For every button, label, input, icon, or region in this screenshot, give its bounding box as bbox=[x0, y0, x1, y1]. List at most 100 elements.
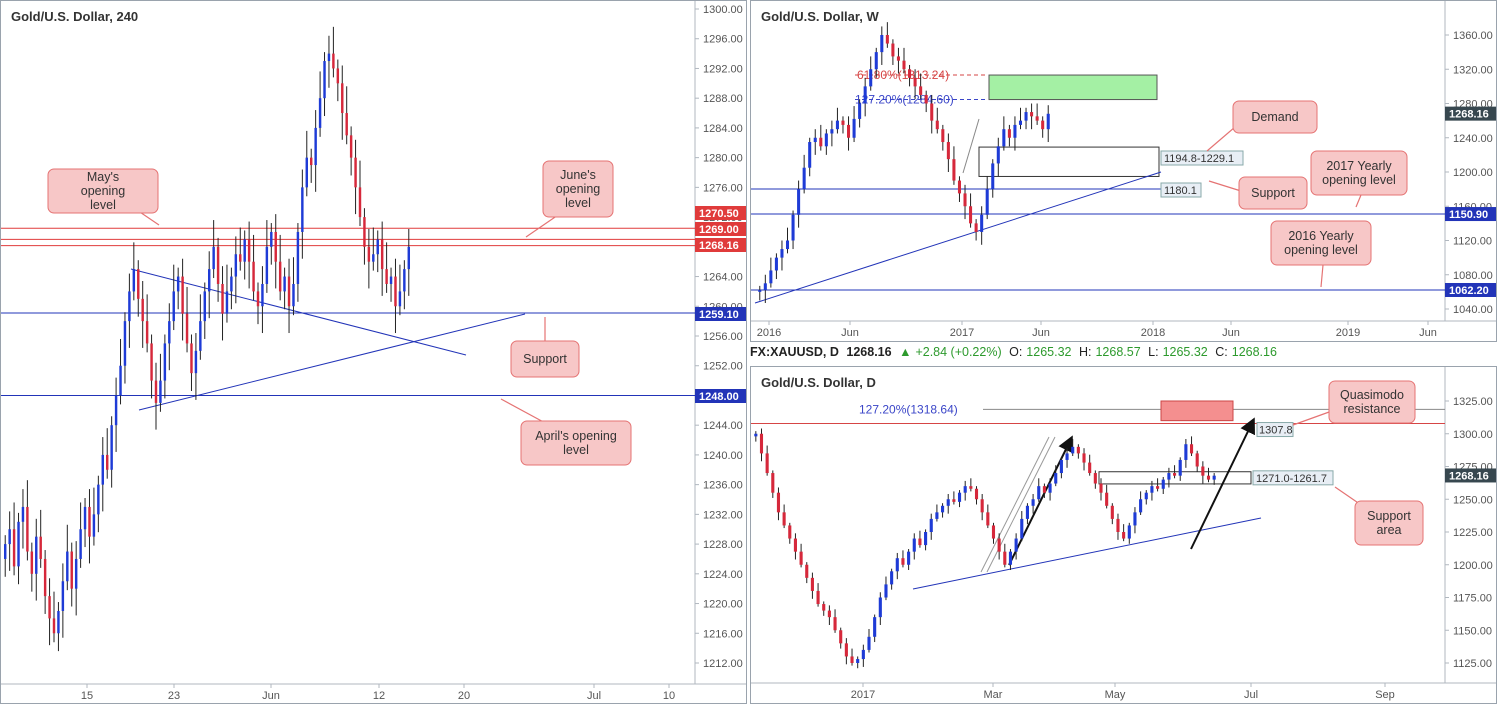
h4-candle bbox=[301, 169, 304, 259]
h4-candle bbox=[74, 541, 78, 616]
h4-candle-body bbox=[385, 269, 388, 284]
h4-candle bbox=[35, 518, 38, 601]
weekly-chart-svg[interactable]: 1360.001320.001280.001240.001200.001160.… bbox=[751, 1, 1497, 342]
w-candle bbox=[780, 240, 784, 271]
d-arrow-up-2 bbox=[1190, 417, 1255, 550]
h4-candle bbox=[159, 353, 162, 412]
h4-candle bbox=[203, 282, 207, 339]
d-candle-body bbox=[1071, 446, 1075, 454]
h4-candle bbox=[349, 126, 353, 176]
d-candle bbox=[1178, 457, 1182, 481]
d-candle-body bbox=[1184, 444, 1188, 460]
h4-candle bbox=[252, 234, 255, 301]
d-candle bbox=[1054, 465, 1058, 487]
w-zone-label-support-bg bbox=[1160, 182, 1202, 198]
w-candle-body bbox=[880, 35, 884, 53]
h4-chart-svg[interactable]: 1300.00 1296.00 1292.00 1288.00 1284.00 1280.… bbox=[1, 1, 747, 704]
d-candle bbox=[957, 490, 962, 508]
h4-y-tick-label: 1224.00 bbox=[703, 569, 743, 581]
w-candle-body bbox=[919, 86, 923, 95]
h4-candle-body bbox=[79, 529, 82, 559]
w-price-tag-label: 1150.90 bbox=[1449, 209, 1488, 221]
daily-chart-panel[interactable]: 1325.00 1300.00 1275.00 1250.00 1225.00 1200.… bbox=[750, 366, 1497, 704]
h4-candle-body bbox=[92, 514, 96, 537]
h4-x-tick-label: 20 bbox=[458, 690, 470, 702]
w-callout-demand: Demand bbox=[1206, 100, 1318, 152]
h4-candle-body bbox=[168, 321, 171, 344]
w-candle-body bbox=[930, 103, 934, 121]
w-price-tag: 1268.16 bbox=[1445, 106, 1496, 121]
w-candle bbox=[1007, 124, 1011, 147]
h4-candle-body bbox=[372, 254, 375, 262]
weekly-chart-panel[interactable]: 1360.001320.001280.001240.001200.001160.… bbox=[750, 0, 1497, 342]
d-candle bbox=[974, 486, 979, 505]
d-candle bbox=[1116, 513, 1120, 540]
h4-candle-body bbox=[176, 276, 180, 292]
h4-candle bbox=[105, 428, 109, 479]
w-candle-body bbox=[819, 137, 823, 147]
w-candle bbox=[980, 206, 984, 245]
h4-candle bbox=[57, 602, 60, 652]
h4-candle-body bbox=[52, 618, 56, 634]
d-candle-body bbox=[765, 453, 769, 474]
h4-price-tag-bg bbox=[695, 238, 746, 252]
d-candle bbox=[850, 648, 854, 666]
d-candle-body bbox=[810, 577, 814, 591]
h4-candle bbox=[265, 220, 269, 293]
d-candle bbox=[1048, 478, 1052, 501]
d-candle bbox=[1212, 473, 1216, 485]
h4-candle bbox=[110, 416, 113, 488]
h4-candle bbox=[150, 334, 153, 399]
h4-candle bbox=[101, 437, 105, 512]
d-candle bbox=[1150, 480, 1154, 501]
daily-chart-svg[interactable]: 1325.001300.001275.001250.001225.001200.… bbox=[751, 367, 1497, 704]
d-candle bbox=[1031, 494, 1035, 514]
h4-y-tick-label: 1296.00 bbox=[703, 34, 743, 46]
d-callout-support-area-box bbox=[1354, 500, 1424, 546]
h4-x-tick-label: 10 bbox=[663, 690, 675, 702]
w-price-tag-label: 1062.20 bbox=[1449, 285, 1489, 297]
w-callout-support: Support bbox=[1208, 176, 1308, 210]
d-candle bbox=[805, 562, 809, 584]
d-candle bbox=[765, 445, 769, 476]
d-candle-body bbox=[856, 659, 860, 663]
h4-candle-body bbox=[301, 187, 304, 232]
h4-candle-body bbox=[363, 217, 366, 247]
h4-candle-body bbox=[137, 269, 140, 299]
h4-candle-body bbox=[203, 291, 207, 322]
w-candle bbox=[1024, 107, 1028, 130]
d-zone-label-support-bg bbox=[1252, 470, 1334, 486]
d-candle bbox=[816, 583, 820, 607]
w-candle bbox=[935, 107, 939, 134]
w-candle-body bbox=[774, 257, 778, 271]
w-callout-2016-yearly-text: 2016 Yearly opening level bbox=[1284, 229, 1358, 257]
d-zone-label-support: 1271.0-1261.7 bbox=[1256, 473, 1327, 485]
w-candle bbox=[1041, 116, 1045, 138]
h4-candle-body bbox=[123, 321, 127, 366]
d-candle-body bbox=[1122, 532, 1126, 539]
d-candle-body bbox=[997, 538, 1001, 552]
h4-candle-body bbox=[380, 239, 384, 270]
d-candle-body bbox=[844, 643, 848, 657]
d-candle bbox=[827, 605, 831, 626]
d-candle bbox=[924, 529, 928, 551]
h4-candle-body bbox=[256, 291, 260, 307]
d-candle-body bbox=[867, 636, 871, 650]
w-candle-body bbox=[785, 240, 790, 250]
h4-y-tick-label: 1264.00 bbox=[703, 272, 743, 284]
d-candle-body bbox=[816, 590, 820, 605]
h4-x-tick-label: Jun bbox=[262, 690, 280, 702]
h4-candle-body bbox=[261, 283, 264, 307]
w-candle bbox=[952, 146, 956, 185]
w-candle-body bbox=[1018, 120, 1023, 125]
d-y-tick-label: 1175.00 bbox=[1453, 593, 1492, 605]
h4-candle-body bbox=[66, 551, 69, 582]
d-callout-quasimodo-box bbox=[1328, 380, 1416, 424]
h4-chart-panel[interactable]: 1300.00 1296.00 1292.00 1288.00 1284.00 1280.… bbox=[0, 0, 747, 704]
d-candle bbox=[1189, 436, 1194, 457]
w-candle bbox=[852, 106, 856, 143]
h4-candle bbox=[216, 237, 220, 302]
d-candle bbox=[912, 533, 916, 560]
h4-candle bbox=[292, 257, 295, 316]
h4-candle bbox=[336, 59, 340, 102]
